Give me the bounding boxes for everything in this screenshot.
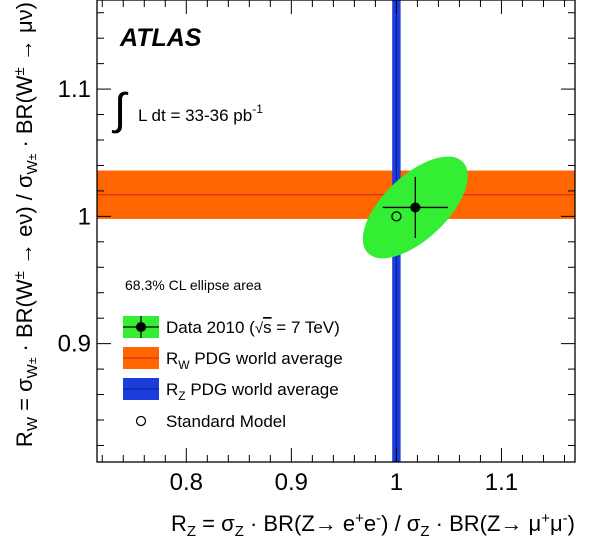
x-tick-label: 0.8 (170, 469, 203, 496)
x-tick-label: 0.9 (275, 469, 308, 496)
plot-frame (96, 0, 576, 463)
plot-border (96, 0, 576, 463)
atlas-label: ATLAS (119, 24, 202, 52)
legend-label-sm: Standard Model (166, 412, 286, 431)
y-tick-label: 0.9 (58, 331, 91, 358)
x-tick-label: 1 (390, 469, 403, 496)
legend-label-rw: RW PDG world average (166, 349, 343, 372)
legend: 68.3% CL ellipse area Data 2010 (√s = 7 T… (123, 277, 343, 431)
y-tick-label: 1 (78, 203, 91, 230)
y-axis-title: RW = σW± · BR(W± → eν) / σW± · BR(W± → μ… (11, 2, 41, 447)
legend-data-marker (136, 322, 146, 332)
axis-labels: 0.8 0.9 1 1.1 0.9 1 1.1 RZ = σZ · BR(Z→ e+e-) /… (11, 2, 575, 540)
x-tick-label: 1.1 (485, 469, 518, 496)
x-axis-title: RZ = σZ · BR(Z→ e+e-) / σZ · BR(Z→ μ+μ-) (171, 510, 575, 540)
luminosity-label: L dt = 33-36 pb-1 (138, 102, 263, 125)
data-point (410, 202, 421, 213)
legend-sm-marker (135, 415, 147, 427)
legend-label-data: Data 2010 (√s = 7 TeV) (166, 318, 340, 337)
legend-label-rz: RZ PDG world average (166, 380, 339, 403)
axis-ticks (97, 0, 575, 462)
plot-area (97, 0, 575, 462)
legend-title: 68.3% CL ellipse area (125, 277, 262, 293)
y-tick-label: 1.1 (58, 76, 91, 103)
standard-model-marker (391, 211, 402, 222)
integral-sign: ∫ (111, 85, 129, 134)
